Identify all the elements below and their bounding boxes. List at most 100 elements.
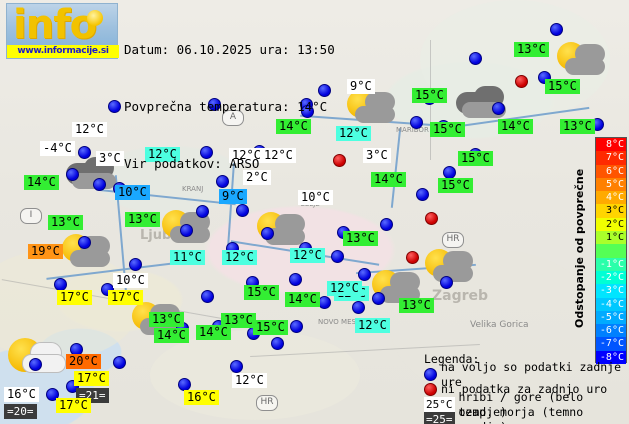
station-marker-blue[interactable] (208, 98, 221, 111)
station-marker-red[interactable] (333, 154, 346, 167)
station-marker-blue[interactable] (93, 178, 106, 191)
scale-title: Odstopanje od povprečne temperature: (573, 168, 608, 328)
cloud-shape (70, 250, 110, 267)
temperature-chip: 13°C (560, 119, 595, 134)
red-dot-icon (424, 383, 437, 396)
scale-band-minus7: -7°C (596, 337, 626, 351)
legend-row-2: 25°C hribi / gore (belo ozadje) (424, 390, 624, 419)
place-label: Zagreb (432, 288, 489, 304)
dark-swatch: =25= (424, 412, 455, 424)
station-marker-blue[interactable] (129, 258, 142, 271)
temperature-chip: 13°C (149, 312, 184, 327)
temperature-chip: 17°C (57, 290, 92, 305)
station-marker-blue[interactable] (236, 204, 249, 217)
station-marker-blue[interactable] (331, 250, 344, 263)
temperature-chip: 15°C (244, 285, 279, 300)
temperature-chip: 3°C (363, 148, 391, 163)
temperature-chip: 13°C (514, 42, 549, 57)
temperature-chip: 9°C (347, 79, 375, 94)
station-marker-blue[interactable] (290, 320, 303, 333)
station-marker-blue[interactable] (440, 276, 453, 289)
station-marker-blue[interactable] (180, 224, 193, 237)
temperature-chip: 10°C (113, 273, 148, 288)
station-marker-blue[interactable] (200, 146, 213, 159)
temperature-chip: 12°C (229, 148, 264, 163)
station-marker-blue[interactable] (301, 105, 314, 118)
cloud-shape (565, 58, 605, 75)
temperature-chip: 13°C (221, 313, 256, 328)
station-marker-blue[interactable] (78, 236, 91, 249)
temperature-chip: 16°C (184, 390, 219, 405)
station-marker-blue[interactable] (196, 205, 209, 218)
temperature-chip: 15°C (430, 122, 465, 137)
temperature-chip: 10°C (298, 190, 333, 205)
scale-band-4: 4°C (596, 191, 626, 205)
legend-row-label: hribi / gore (belo ozadje) (458, 389, 584, 419)
station-marker-blue[interactable] (416, 188, 429, 201)
station-marker-blue[interactable] (230, 360, 243, 373)
header-average-temperature: Povprečna temperatura: 14°C (124, 99, 328, 114)
temperature-chip: 11°C (170, 250, 205, 265)
station-marker-blue[interactable] (66, 168, 79, 181)
station-marker-red[interactable] (515, 75, 528, 88)
station-marker-blue[interactable] (261, 227, 274, 240)
temperature-chip: 14°C (371, 172, 406, 187)
station-marker-blue[interactable] (271, 337, 284, 350)
scale-band-minus8: -8°C (596, 350, 626, 365)
station-marker-blue[interactable] (469, 52, 482, 65)
scale-color-bar: 8°C 7°C 6°C 5°C 4°C 3°C 2°C 1°C -1°C -2°C -3°C -4°C… (595, 137, 627, 365)
station-marker-red[interactable] (406, 251, 419, 264)
station-marker-blue[interactable] (113, 356, 126, 369)
header-data-source: Vir podatkov: ARSO (124, 156, 260, 171)
temperature-chip: 13°C (399, 298, 434, 313)
station-marker-blue[interactable] (289, 273, 302, 286)
scale-band-8: 8°C (596, 138, 626, 152)
scale-band-5: 5°C (596, 177, 626, 192)
temperature-chip: 16°C (4, 387, 39, 402)
scale-band-minus6: -6°C (596, 324, 626, 338)
road-marker: A (222, 110, 244, 126)
temperature-chip: 14°C (276, 119, 311, 134)
station-marker-blue[interactable] (352, 301, 365, 314)
temperature-chip: =20= (4, 404, 37, 419)
legend: Legenda: na voljo so podatki zadnje ure n… (424, 352, 624, 424)
station-marker-blue[interactable] (108, 100, 121, 113)
station-marker-blue[interactable] (372, 292, 385, 305)
temperature-chip: 14°C (154, 328, 189, 343)
station-marker-blue[interactable] (78, 146, 91, 159)
station-marker-blue[interactable] (358, 268, 371, 281)
station-marker-blue[interactable] (29, 358, 42, 371)
station-marker-blue[interactable] (201, 290, 214, 303)
station-marker-blue[interactable] (216, 175, 229, 188)
temperature-chip: 15°C (412, 88, 447, 103)
station-marker-blue[interactable] (318, 84, 331, 97)
temperature-chip: 15°C (438, 178, 473, 193)
temperature-chip: 12°C (327, 281, 362, 296)
scale-band-2: 2°C (596, 217, 626, 232)
station-marker-blue[interactable] (410, 116, 423, 129)
station-marker-red[interactable] (425, 212, 438, 225)
header-date-time: Datum: 06.10.2025 ura: 13:50 (124, 42, 335, 57)
temperature-chip: 9°C (219, 189, 247, 204)
temperature-chip: 3°C (96, 151, 124, 166)
scale-band-minus5: -5°C (596, 310, 626, 325)
scale-band-blank (596, 244, 626, 258)
station-marker-blue[interactable] (550, 23, 563, 36)
temperature-chip: 12°C (222, 250, 257, 265)
cloud-shape (265, 228, 305, 245)
legend-row-label: temp. morja (temno ozadje) (458, 404, 584, 424)
temperature-chip: 19°C (28, 244, 63, 259)
station-marker-blue[interactable] (318, 296, 331, 309)
header-info-text: Datum: 06.10.2025 ura: 13:50 Povprečna t… (124, 2, 335, 211)
station-marker-blue[interactable] (46, 388, 59, 401)
temperature-chip: 20°C (66, 354, 101, 369)
station-marker-blue[interactable] (380, 218, 393, 231)
logo-sun-dot (87, 10, 103, 26)
temperature-chip: 14°C (498, 119, 533, 134)
temperature-chip: 12°C (145, 147, 180, 162)
informacije-logo[interactable]: info www.informacije.si (6, 2, 119, 59)
scale-band-1: 1°C (596, 231, 626, 245)
station-marker-blue[interactable] (492, 102, 505, 115)
temperature-chip: 12°C (290, 248, 325, 263)
